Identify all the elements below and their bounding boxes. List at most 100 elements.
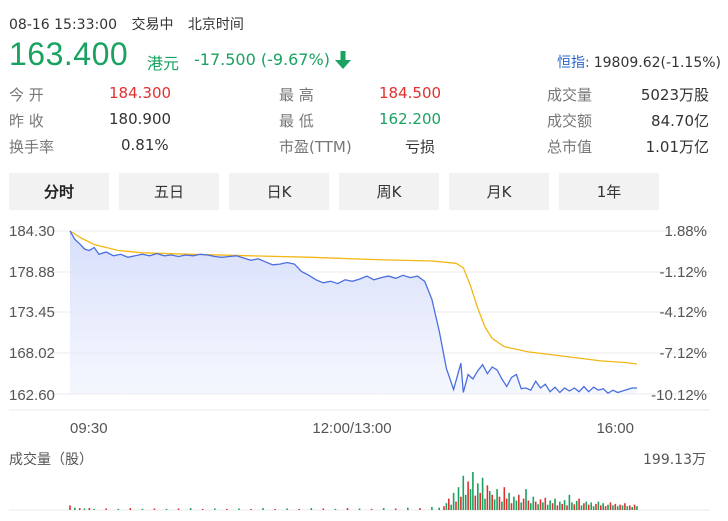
stats-row: 昨 收 180.900 最 低 162.200 成交额 84.70亿 [9,110,709,136]
tab-five-day[interactable]: 五日 [119,173,219,210]
volume-label: 成交量 [547,86,593,104]
turnover-rate-value: 0.81% [121,136,169,154]
volume-bar [370,508,373,510]
volume-bar [477,483,479,510]
volume-bar [556,505,559,510]
volume-bar [489,491,491,510]
volume-bar [382,508,385,510]
volume-bar [566,505,568,510]
price-tick-label: 168.02 [9,345,55,362]
turnover-label: 成交额 [547,112,593,130]
percent-tick-label: -1.12% [659,264,707,281]
arrow-down-icon [335,51,351,69]
price-tick-label: 184.30 [9,223,55,240]
volume-bar [226,508,228,510]
tab-weekly-k[interactable]: 周K [339,173,439,210]
volume-bar [481,477,484,510]
volume-bar [455,501,457,510]
volume-bar [525,489,527,510]
stats-panel: 今 开 184.300 最 高 184.500 成交量 5023万股 昨 收 1… [9,84,709,162]
price-axis: 184.30 178.88 173.45 168.02 162.60 [9,223,55,404]
volume-bar [585,501,588,510]
volume-bar [334,508,337,510]
volume-bar [513,496,515,510]
volume-bar [153,508,156,510]
volume-bar [165,508,168,510]
tab-one-year[interactable]: 1年 [559,173,659,210]
volume-max-label: 199.13万 [643,452,706,468]
percent-tick-label: -10.12% [651,387,707,404]
price-tick-label: 173.45 [9,304,55,321]
volume-bar [472,472,474,510]
volume-bar [346,508,349,510]
volume-bar [522,498,525,510]
volume-bar [571,502,573,510]
volume-bar [551,503,554,510]
volume-bar [83,508,86,510]
volume-bar [129,508,132,510]
volume-bar [69,505,71,510]
volume-bar [117,508,120,510]
volume-bar [568,494,571,510]
volume-bar [201,508,204,510]
volume-bar [595,503,597,510]
volume-bar [505,498,508,510]
volume-bar [105,508,107,510]
volume-bar [544,497,547,510]
index-link[interactable]: 恒指: [557,55,590,71]
pe-value: 亏损 [405,138,436,156]
volume-bar [515,500,518,510]
timezone-label: 北京时间 [187,17,244,33]
volume-bar [575,500,578,510]
market-cap-label: 总市值 [547,138,593,156]
volume-bar [486,485,489,510]
tab-daily-k[interactable]: 日K [229,173,329,210]
volume-bar [539,499,542,510]
index-value: 19809.62(-1.15%) [593,55,721,71]
volume-bar [448,498,450,510]
volume-bar [74,507,76,510]
volume-bar [484,498,486,510]
percent-axis: 1.88% -1.12% -4.12% -7.12% -10.12% [651,223,707,404]
hang-seng-index[interactable]: 恒指: 19809.62(-1.15%) [557,52,721,72]
market-cap-value: 1.01万亿 [645,138,709,156]
volume-bar [587,504,590,510]
volume-bar [583,503,585,510]
currency-label: 港元 [147,54,180,73]
volume-bar [457,487,460,510]
volume-bar [510,503,513,510]
volume-bar [501,501,503,510]
volume-bar [286,508,288,510]
volume-bar [619,504,621,510]
volume-bars [69,472,638,510]
quote-header: 163.400 港元 -17.500 (-9.67%) 恒指: 19809.62(… [9,36,721,76]
price-tick-label: 162.60 [9,387,55,404]
volume-bar [629,505,631,510]
volume-bar [419,508,421,510]
intraday-chart[interactable]: 184.30 178.88 173.45 168.02 162.60 1.88% -1.1… [0,212,728,521]
volume-bar [537,504,539,510]
tab-monthly-k[interactable]: 月K [449,173,549,210]
volume-bar [612,505,614,510]
volume-bar [450,504,452,510]
volume-bar [614,503,617,510]
volume-bar [633,504,636,510]
time-axis: 09:30 12:00/13:00 16:00 [70,420,634,437]
volume-bar [563,500,566,510]
volume-bar [496,489,498,510]
average-price-line [69,230,638,365]
volume-bar [616,506,619,510]
volume-bar [607,504,609,510]
volume-bar [467,481,469,510]
trading-status: 交易中 [131,17,174,33]
price-change: -17.500 (-9.67%) [194,50,330,69]
volume-bar [559,501,561,510]
volume-bar [189,508,192,510]
tab-intraday[interactable]: 分时 [9,173,109,210]
volume-bar [542,502,544,510]
volume-bar [503,487,506,510]
volume-bar [580,505,583,510]
high-label: 最 高 [279,86,314,104]
percent-tick-label: -4.12% [659,304,707,321]
pe-label: 市盈(TTM) [279,138,352,156]
